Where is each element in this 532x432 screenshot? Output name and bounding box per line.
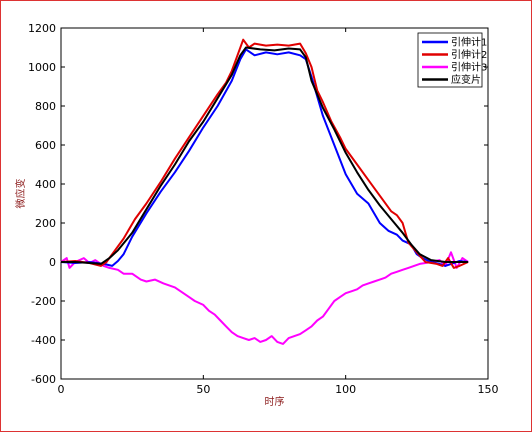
legend-label: 引伸计3 [451, 61, 487, 74]
legend-label: 应变片 [451, 73, 481, 86]
series-line-4 [61, 46, 469, 265]
y-tick-label: 1200 [28, 22, 56, 35]
y-axis-label: 微应变 [14, 179, 27, 209]
legend-label: 引伸计1 [451, 36, 487, 49]
x-tick-label: 150 [478, 383, 499, 396]
y-axis: -600 -400 -200 0 200 400 600 800 1000 1200 [28, 22, 488, 386]
series-line-3 [60, 251, 469, 345]
y-tick-label: 1000 [28, 61, 56, 74]
legend-label: 引伸计2 [451, 48, 487, 61]
x-axis: 0 50 100 150 [58, 28, 499, 396]
y-tick-label: 0 [49, 256, 56, 269]
y-tick-label: 600 [35, 139, 56, 152]
series-lines [60, 38, 469, 345]
x-tick-label: 50 [196, 383, 210, 396]
y-tick-label: 800 [35, 100, 56, 113]
x-axis-label: 时序 [265, 395, 285, 408]
y-tick-label: 200 [35, 217, 56, 230]
y-tick-label: -400 [31, 334, 56, 347]
x-tick-label: 0 [58, 383, 65, 396]
y-tick-label: 400 [35, 178, 56, 191]
y-tick-label: -200 [31, 295, 56, 308]
y-tick-label: -600 [31, 373, 56, 386]
x-tick-label: 100 [335, 383, 356, 396]
plot-area [60, 27, 489, 380]
